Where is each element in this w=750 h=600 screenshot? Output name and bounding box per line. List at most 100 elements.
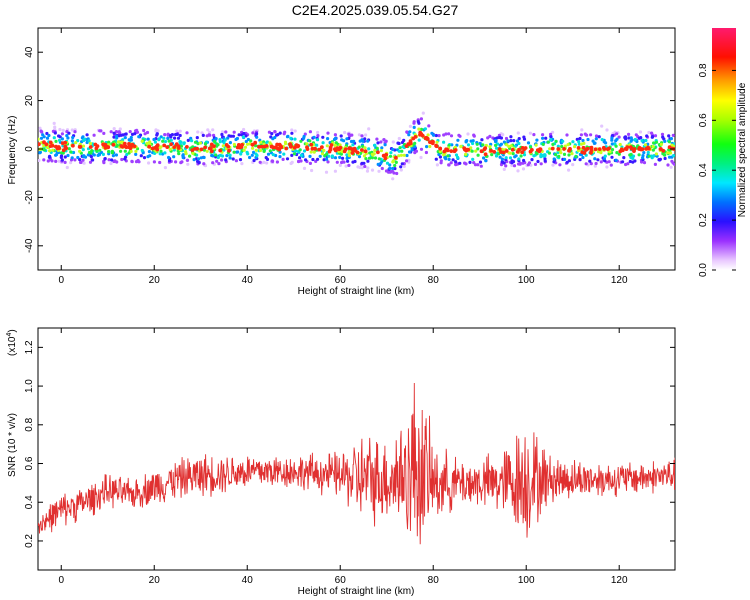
heatmap-cell xyxy=(399,168,403,172)
heatmap-cell xyxy=(42,135,46,139)
heatmap-cell xyxy=(601,145,606,150)
heatmap-cell xyxy=(215,144,219,148)
heatmap-cell xyxy=(139,154,143,158)
heatmap-cell xyxy=(423,127,427,131)
heatmap-cell xyxy=(130,132,135,136)
heatmap-cell xyxy=(638,147,643,151)
heatmap-cell xyxy=(203,145,208,150)
heatmap-cell xyxy=(631,160,635,164)
heatmap-cell xyxy=(220,158,224,162)
heatmap-cell xyxy=(672,142,675,146)
heatmap-cell xyxy=(586,137,590,142)
heatmap-cell xyxy=(293,137,297,141)
heatmap-cell xyxy=(394,160,398,164)
heatmap-cell xyxy=(48,149,52,153)
heatmap-cell xyxy=(163,166,167,170)
heatmap-cell xyxy=(508,151,512,155)
heatmap-cell xyxy=(63,160,67,164)
heatmap-cell xyxy=(60,132,64,136)
heatmap-cell xyxy=(506,139,510,143)
heatmap-cell xyxy=(88,141,92,146)
heatmap-cell xyxy=(454,162,458,166)
heatmap-cell xyxy=(345,153,349,157)
heatmap-cell xyxy=(340,160,344,165)
heatmap-cell xyxy=(54,153,58,157)
heatmap-cell xyxy=(526,141,531,145)
heatmap-cell xyxy=(145,130,150,135)
heatmap-cell xyxy=(262,149,266,153)
heatmap-cell xyxy=(54,139,58,143)
heatmap-cell xyxy=(38,137,40,141)
heatmap-cell xyxy=(428,144,432,149)
heatmap-cell xyxy=(642,151,646,155)
heatmap-cell xyxy=(482,156,486,160)
heatmap-cell xyxy=(507,144,511,148)
heatmap-cell xyxy=(402,164,406,168)
heatmap-cell xyxy=(268,149,272,153)
heatmap-cell xyxy=(417,138,421,142)
heatmap-cell xyxy=(321,135,325,139)
heatmap-cell xyxy=(471,157,475,161)
heatmap-cell xyxy=(364,157,368,161)
heatmap-cell xyxy=(226,136,230,140)
heatmap-cell xyxy=(161,139,165,143)
heatmap-cell xyxy=(327,154,331,158)
heatmap-cell xyxy=(201,133,205,137)
colorbar-tick-label: 0.4 xyxy=(698,163,709,177)
heatmap-cell xyxy=(419,127,424,131)
heatmap-cell xyxy=(594,161,598,166)
heatmap-cell xyxy=(299,153,303,157)
heatmap-cell xyxy=(377,169,381,173)
heatmap-cell xyxy=(211,154,215,158)
heatmap-cell xyxy=(466,143,471,147)
heatmap-cell xyxy=(65,165,69,170)
heatmap-cell xyxy=(58,135,62,139)
heatmap-cell xyxy=(373,143,377,147)
heatmap-cell xyxy=(65,134,69,138)
heatmap-cell xyxy=(120,157,124,162)
heatmap-cell xyxy=(423,136,428,141)
heatmap-cell xyxy=(147,161,151,165)
heatmap-cell xyxy=(279,145,284,150)
heatmap-cell xyxy=(454,153,459,157)
heatmap-cell xyxy=(442,149,447,154)
heatmap-cell xyxy=(621,160,625,164)
heatmap-cell xyxy=(357,133,361,137)
heatmap-cell xyxy=(390,169,394,173)
heatmap-cell xyxy=(672,154,675,158)
heatmap-cell xyxy=(312,150,316,154)
heatmap-cell xyxy=(239,152,243,156)
y-tick-label: 20 xyxy=(24,95,35,107)
heatmap-cell xyxy=(218,153,223,157)
heatmap-cell xyxy=(218,140,222,144)
heatmap-cell xyxy=(115,136,119,140)
heatmap-cell xyxy=(629,146,634,151)
heatmap-cell xyxy=(481,143,485,147)
heatmap-cell xyxy=(442,140,446,144)
heatmap-cell xyxy=(438,149,442,153)
heatmap-cell xyxy=(637,136,641,140)
heatmap-cell xyxy=(157,138,161,142)
heatmap-cell xyxy=(562,147,566,151)
heatmap-cell xyxy=(638,130,643,134)
heatmap-cell xyxy=(615,132,619,136)
heatmap-cell xyxy=(147,144,152,149)
heatmap-cell xyxy=(290,160,294,164)
heatmap-cell xyxy=(254,152,258,156)
heatmap-cell xyxy=(568,147,572,151)
heatmap-cell xyxy=(645,134,649,138)
heatmap-cell xyxy=(211,128,215,132)
heatmap-cell xyxy=(107,150,111,154)
heatmap-cell xyxy=(651,135,655,139)
heatmap-cell xyxy=(605,128,609,132)
heatmap-cell xyxy=(259,140,263,144)
heatmap-cell xyxy=(373,156,378,160)
heatmap-cell xyxy=(469,146,473,150)
heatmap-cell xyxy=(358,165,362,170)
heatmap-cell xyxy=(90,149,94,153)
heatmap-cell xyxy=(259,148,263,152)
heatmap-cell xyxy=(454,160,458,164)
heatmap-cell xyxy=(517,141,521,146)
heatmap-cell xyxy=(475,142,479,146)
heatmap-cell xyxy=(182,142,186,146)
